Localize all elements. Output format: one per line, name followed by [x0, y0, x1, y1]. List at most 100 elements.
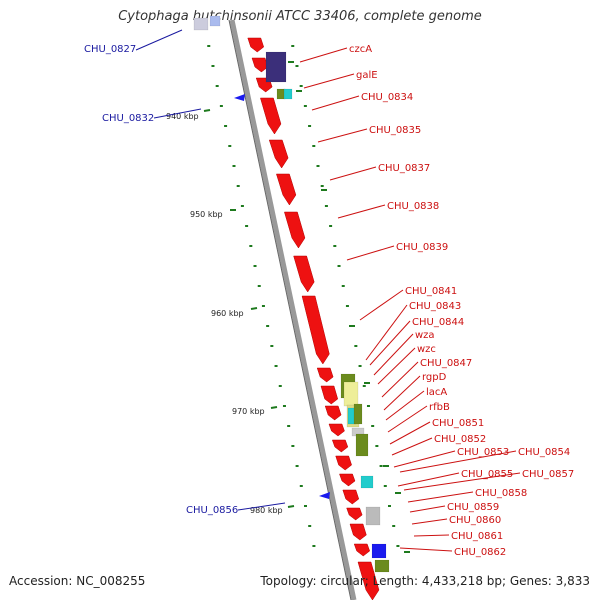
label-leader — [411, 518, 448, 525]
cds-arrow[interactable] — [331, 439, 349, 453]
gene-label[interactable]: CHU_0838 — [387, 201, 439, 212]
label-leader — [153, 108, 202, 119]
right-labels: czcA galE CHU_0834 CHU_0835 CHU_0837 CHU_0838… — [299, 44, 574, 558]
gc-point — [295, 465, 299, 467]
feature-tick — [395, 492, 401, 494]
gc-point — [228, 145, 232, 147]
cds-arrow[interactable] — [346, 507, 363, 521]
gene-feature[interactable] — [343, 381, 359, 407]
cds-arrow[interactable] — [293, 255, 315, 293]
label-leader — [407, 491, 474, 503]
label-leader — [389, 421, 431, 445]
cds-arrow[interactable] — [335, 455, 352, 471]
gc-point — [392, 525, 396, 527]
cds-arrow[interactable] — [247, 37, 265, 53]
gene-label[interactable]: CHU_0859 — [447, 502, 499, 513]
gene-label-chu-0827[interactable]: CHU_0827 — [84, 44, 136, 55]
gc-point — [291, 45, 295, 47]
gene-label[interactable]: CHU_0853 — [457, 447, 509, 458]
feature-tick — [296, 90, 302, 92]
gene-label[interactable]: CHU_0839 — [396, 242, 448, 253]
gene-feature[interactable] — [374, 559, 390, 573]
gene-label[interactable]: czcA — [349, 44, 372, 55]
gc-content-track — [207, 45, 316, 547]
label-leader — [413, 534, 450, 537]
label-leader — [383, 375, 421, 411]
gene-feature[interactable] — [209, 15, 221, 27]
cds-arrow[interactable] — [353, 543, 371, 557]
gene-label[interactable]: rfbB — [429, 402, 450, 413]
gene-label[interactable]: rgpD — [422, 372, 447, 383]
cds-arrow[interactable] — [339, 473, 356, 487]
cds-arrow[interactable] — [349, 523, 367, 541]
cds-arrow[interactable] — [324, 405, 342, 421]
gc-point — [354, 345, 358, 347]
gene-feature[interactable] — [371, 543, 387, 559]
gc-point — [387, 505, 391, 507]
gene-label[interactable]: CHU_0855 — [461, 469, 513, 480]
gene-feature[interactable] — [360, 475, 374, 489]
label-leader — [373, 333, 414, 376]
gene-label[interactable]: CHU_0844 — [412, 317, 464, 328]
cds-arrow[interactable] — [301, 295, 330, 365]
gene-label-chu-0832[interactable]: CHU_0832 — [102, 113, 154, 124]
scale-label: 970 kbp — [232, 407, 265, 416]
gene-label[interactable]: CHU_0841 — [405, 286, 457, 297]
gene-label[interactable]: CHU_0854 — [518, 447, 570, 458]
genome-backbone-edge — [228, 19, 352, 600]
gc-point — [345, 305, 349, 307]
gene-feature[interactable] — [355, 433, 369, 457]
feature-tick — [383, 465, 389, 467]
gc-point — [261, 305, 265, 307]
gene-feature[interactable] — [265, 51, 287, 83]
gc-point — [299, 485, 303, 487]
gene-label[interactable]: CHU_0857 — [522, 469, 574, 480]
gc-point — [375, 445, 379, 447]
gc-point — [316, 165, 320, 167]
gene-feature[interactable] — [365, 506, 381, 526]
gc-point — [291, 445, 295, 447]
cds-arrow[interactable] — [268, 139, 289, 169]
cds-arrow[interactable] — [357, 561, 380, 600]
accession-text: Accession: NC_008255 — [9, 574, 146, 588]
label-leader — [237, 502, 286, 511]
label-leader — [317, 128, 368, 143]
gene-label[interactable]: galE — [356, 70, 378, 81]
gene-label[interactable]: CHU_0847 — [420, 358, 472, 369]
gene-label[interactable]: CHU_0837 — [378, 163, 430, 174]
cds-arrow[interactable] — [342, 489, 360, 505]
gc-point — [362, 385, 366, 387]
cds-arrow[interactable] — [316, 367, 334, 383]
gc-point — [211, 65, 215, 67]
gene-feature[interactable] — [283, 88, 293, 100]
cds-arrow[interactable] — [260, 97, 282, 135]
gene-feature[interactable] — [193, 17, 209, 31]
gene-label[interactable]: CHU_0858 — [475, 488, 527, 499]
gene-label[interactable]: CHU_0843 — [409, 301, 461, 312]
gene-label[interactable]: CHU_0860 — [449, 515, 501, 526]
cds-arrow[interactable] — [284, 211, 306, 249]
gc-point — [379, 465, 383, 467]
cds-arrow[interactable] — [276, 173, 297, 206]
gene-label[interactable]: CHU_0852 — [434, 434, 486, 445]
gene-label[interactable]: CHU_0835 — [369, 125, 421, 136]
gene-label[interactable]: CHU_0861 — [451, 531, 503, 542]
gene-label[interactable]: CHU_0851 — [432, 418, 484, 429]
cds-arrow[interactable] — [251, 57, 269, 73]
gene-label[interactable]: CHU_0862 — [454, 547, 506, 558]
scale-tick — [287, 505, 295, 508]
gene-label[interactable]: wzc — [417, 344, 436, 355]
label-leader — [409, 505, 446, 513]
gene-label[interactable]: lacA — [426, 387, 447, 398]
gc-point — [337, 265, 341, 267]
gene-label-chu-0856[interactable]: CHU_0856 — [186, 505, 238, 516]
feature-tick — [288, 61, 294, 63]
genome-backbone — [229, 19, 357, 600]
gc-point — [266, 325, 270, 327]
gene-feature[interactable] — [353, 403, 363, 425]
gene-label[interactable]: wza — [415, 330, 435, 341]
label-leader — [329, 166, 377, 181]
cds-arrow[interactable] — [320, 385, 339, 405]
gene-label[interactable]: CHU_0834 — [361, 92, 413, 103]
cds-arrow[interactable] — [328, 423, 345, 437]
